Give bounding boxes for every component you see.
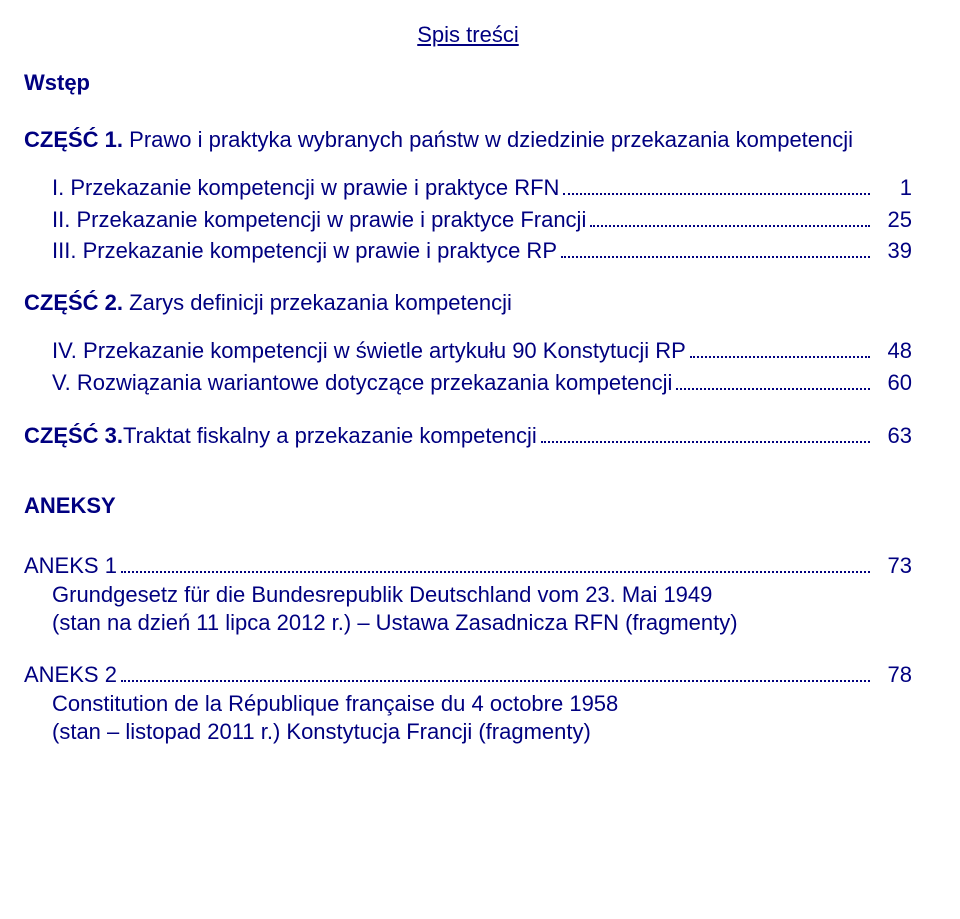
toc-entry: III. Przekazanie kompetencji w prawie i … — [24, 236, 912, 266]
toc-entry-text: Przekazanie kompetencji w prawie i prakt… — [83, 236, 557, 266]
toc-entry-page: 60 — [876, 368, 912, 398]
aneksy-heading: ANEKSY — [24, 491, 912, 521]
toc-entry-page: 25 — [876, 205, 912, 235]
aneks2-page: 78 — [876, 660, 912, 690]
toc-entry-numeral: IV. — [52, 336, 77, 366]
part1-paragraph: CZĘŚĆ 1. Prawo i praktyka wybranych pańs… — [24, 125, 912, 155]
part2-text: Zarys definicji przekazania kompetencji — [123, 290, 512, 315]
toc-entry-text: Przekazanie kompetencji w prawie i prakt… — [76, 205, 586, 235]
part2-paragraph: CZĘŚĆ 2. Zarys definicji przekazania kom… — [24, 288, 912, 318]
aneks2-desc-line2: (stan – listopad 2011 r.) Konstytucja Fr… — [24, 717, 912, 747]
toc-entry: II. Przekazanie kompetencji w prawie i p… — [24, 205, 912, 235]
part2-label: CZĘŚĆ 2. — [24, 290, 123, 315]
aneks1-row: ANEKS 1 73 — [24, 551, 912, 581]
part1-label: CZĘŚĆ 1. — [24, 127, 123, 152]
leader-dots — [563, 173, 870, 195]
toc-entry-numeral: II. — [52, 205, 70, 235]
leader-dots — [590, 205, 870, 227]
toc-entry-page: 39 — [876, 236, 912, 266]
aneks1-page: 73 — [876, 551, 912, 581]
aneks1-label: ANEKS 1 — [24, 551, 117, 581]
toc-entry-page: 48 — [876, 336, 912, 366]
toc-entry-text: Rozwiązania wariantowe dotyczące przekaz… — [77, 368, 673, 398]
title-row: Spis treści — [24, 20, 912, 50]
toc-entry: I. Przekazanie kompetencji w prawie i pr… — [24, 173, 912, 203]
toc-entry: IV. Przekazanie kompetencji w świetle ar… — [24, 336, 912, 366]
toc-title: Spis treści — [417, 22, 518, 47]
toc-entry-numeral: I. — [52, 173, 64, 203]
leader-dots — [121, 551, 870, 573]
part3-text: Traktat fiskalny a przekazanie kompetenc… — [123, 421, 537, 451]
part1-text: Prawo i praktyka wybranych państw w dzie… — [123, 127, 853, 152]
part3-page: 63 — [876, 421, 912, 451]
toc-entry-numeral: V. — [52, 368, 71, 398]
leader-dots — [541, 421, 870, 443]
toc-entry-text: Przekazanie kompetencji w prawie i prakt… — [70, 173, 559, 203]
toc-entry-text: Przekazanie kompetencji w świetle artyku… — [83, 336, 686, 366]
leader-dots — [690, 336, 870, 358]
aneks2-label: ANEKS 2 — [24, 660, 117, 690]
intro-heading: Wstęp — [24, 68, 912, 98]
leader-dots — [561, 237, 870, 259]
aneks1-desc-line1: Grundgesetz für die Bundesrepublik Deuts… — [24, 580, 912, 610]
part3-label: CZĘŚĆ 3. — [24, 421, 123, 451]
toc-entry-numeral: III. — [52, 236, 76, 266]
toc-entry: V. Rozwiązania wariantowe dotyczące prze… — [24, 368, 912, 398]
leader-dots — [676, 368, 870, 390]
part3-row: CZĘŚĆ 3. Traktat fiskalny a przekazanie … — [24, 421, 912, 451]
leader-dots — [121, 660, 870, 682]
toc-page: Spis treści Wstęp CZĘŚĆ 1. Prawo i prakt… — [0, 0, 960, 919]
toc-entry-page: 1 — [876, 173, 912, 203]
aneks2-desc-line1: Constitution de la République française … — [24, 689, 912, 719]
aneks1-desc-line2: (stan na dzień 11 lipca 2012 r.) – Ustaw… — [24, 608, 912, 638]
aneks2-row: ANEKS 2 78 — [24, 660, 912, 690]
